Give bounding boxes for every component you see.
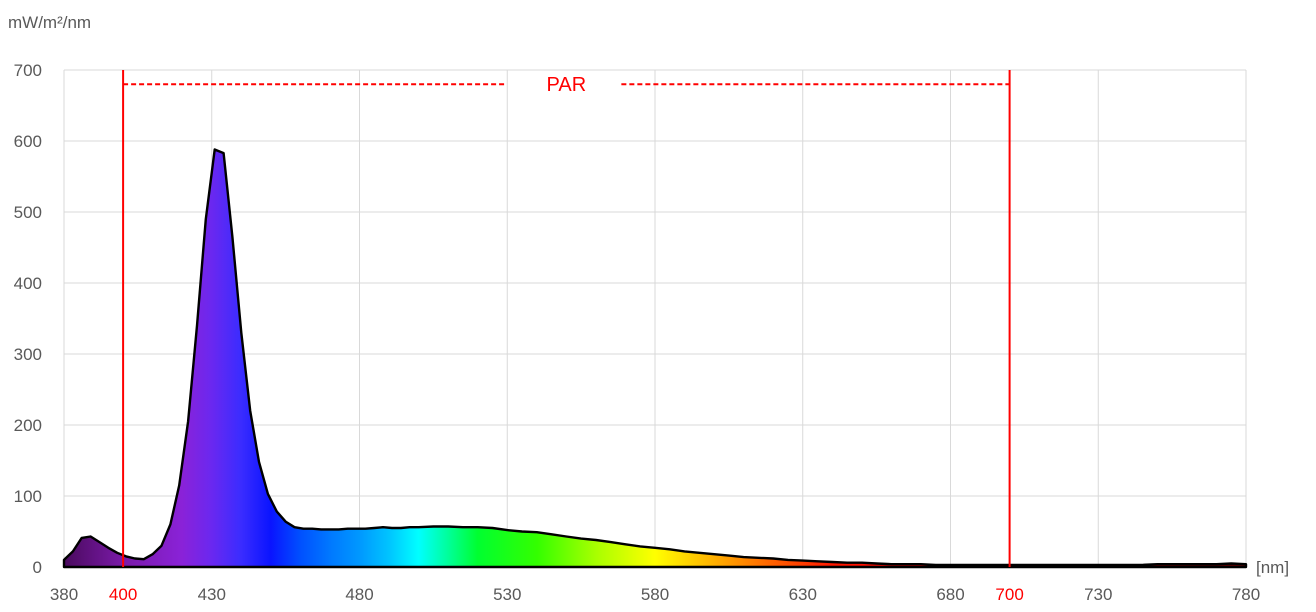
par-annotation: PAR <box>122 70 1011 567</box>
x-tick-label: 380 <box>50 585 78 604</box>
x-tick-label: 700 <box>995 585 1023 604</box>
y-tick-label: 500 <box>14 203 42 222</box>
y-tick-label: 200 <box>14 416 42 435</box>
x-tick-label: 630 <box>789 585 817 604</box>
x-tick-label: 430 <box>198 585 226 604</box>
y-tick-label: 600 <box>14 132 42 151</box>
y-tick-label: 300 <box>14 345 42 364</box>
y-tick-label: 700 <box>14 61 42 80</box>
y-tick-label: 100 <box>14 487 42 506</box>
y-tick-label: 0 <box>33 558 42 577</box>
x-tick-label: 730 <box>1084 585 1112 604</box>
par-label: PAR <box>547 74 587 96</box>
x-tick-label: 480 <box>345 585 373 604</box>
x-tick-label: 530 <box>493 585 521 604</box>
x-tick-label: 580 <box>641 585 669 604</box>
x-tick-label: 680 <box>936 585 964 604</box>
y-tick-labels: 0 100 200 300 400 500 600 700 <box>14 61 42 577</box>
y-tick-label: 400 <box>14 274 42 293</box>
x-tick-label: 400 <box>109 585 137 604</box>
grid <box>63 69 1247 568</box>
x-tick-label: 780 <box>1232 585 1260 604</box>
x-tick-labels: 380 400 430 480 530 580 630 680 700 730 780 <box>50 585 1260 604</box>
spectrum-area <box>62 148 1248 569</box>
x-axis-label: [nm] <box>1256 558 1289 577</box>
y-axis-label: mW/m²/nm <box>8 13 91 32</box>
